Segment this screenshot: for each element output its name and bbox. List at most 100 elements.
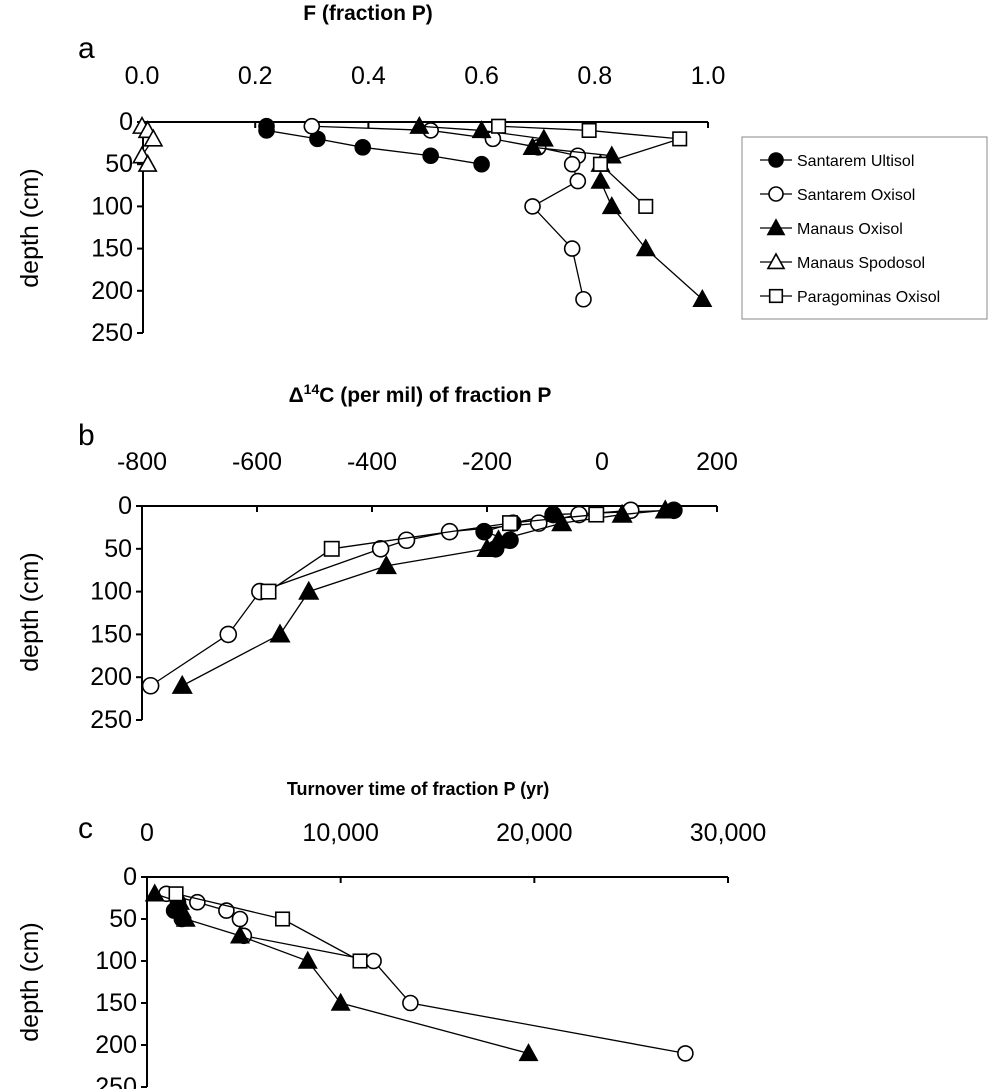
data-point-paragominas-oxisol: [491, 118, 507, 134]
data-point-manaus-oxisol: [330, 992, 351, 1011]
data-point-paragominas-oxisol: [592, 156, 609, 172]
data-point-paragominas-oxisol: [638, 198, 654, 214]
panel-c-axes: 0 10,000 20,000 30,000 0 50 100 150 200 250: [95, 819, 766, 1089]
data-point-manaus-oxisol: [635, 238, 656, 257]
data-point-santarem-oxisol: [397, 531, 416, 550]
y-tick-label: 100: [90, 578, 132, 606]
data-point-santarem-oxisol: [365, 952, 382, 970]
series-line: [154, 893, 529, 1055]
data-point-santarem-oxisol: [524, 198, 541, 215]
panel-a-title: F (fraction P): [303, 2, 433, 25]
data-point-paragominas-oxisol: [581, 122, 597, 138]
x-tick-label: 10,000: [302, 819, 378, 847]
data-point-paragominas-oxisol: [275, 911, 291, 927]
y-tick-label: 150: [90, 620, 132, 648]
legend-label: Manaus Spodosol: [797, 255, 925, 272]
data-point-paragominas-oxisol: [588, 506, 605, 523]
data-point-manaus-oxisol: [375, 555, 397, 575]
y-tick-label: 0: [118, 492, 132, 520]
x-tick-label: 1.0: [691, 62, 726, 90]
x-tick-label: -800: [117, 448, 167, 476]
data-point-manaus-spodosol: [143, 128, 164, 147]
x-tick-label: -200: [462, 448, 512, 476]
data-point-santarem-ultisol: [258, 122, 275, 139]
series-santarem-ultisol: [258, 117, 490, 173]
series-manaus-oxisol: [171, 499, 676, 694]
data-point-manaus-oxisol: [611, 503, 633, 523]
data-point-manaus-oxisol: [229, 925, 250, 944]
data-point-manaus-oxisol: [590, 170, 611, 189]
x-tick-label: 0.8: [577, 62, 612, 90]
data-point-santarem-oxisol: [575, 290, 592, 308]
data-point-santarem-ultisol: [354, 139, 372, 156]
x-tick-label: 0: [140, 819, 154, 847]
x-tick-label: 0.6: [464, 62, 499, 90]
data-point-paragominas-oxisol: [501, 515, 518, 532]
panel-b-ylabel: depth (cm): [16, 552, 44, 671]
panel-b-marks: [141, 499, 683, 695]
y-tick-label: 50: [104, 535, 132, 563]
data-point-paragominas-oxisol: [323, 540, 340, 557]
data-point-manaus-oxisol: [487, 529, 510, 549]
panel-b-axes: -800 -600 -400 -200 0 200 0 50 100 150 200 250: [90, 448, 738, 734]
data-point-paragominas-oxisol: [352, 953, 368, 969]
data-point-santarem-ultisol: [422, 147, 439, 165]
data-point-santarem-oxisol: [219, 625, 238, 644]
panel-a: F (fraction P) a 0.0 0.2 0.4 0.6 0.8 1.0 0 50 10…: [16, 2, 725, 347]
data-point-santarem-oxisol: [402, 994, 419, 1012]
panel-a-ylabel: depth (cm): [16, 168, 44, 287]
panel-c-letter: c: [78, 812, 93, 845]
legend-marker: [768, 152, 784, 168]
data-point-manaus-spodosol: [137, 153, 158, 172]
legend-marker: [768, 186, 784, 202]
data-point-manaus-oxisol: [297, 950, 318, 969]
series-santarem-oxisol: [303, 117, 592, 308]
data-point-paragominas-oxisol: [168, 886, 184, 902]
data-point-manaus-oxisol: [175, 908, 196, 927]
y-tick-label: 250: [91, 319, 133, 347]
series-line: [268, 513, 597, 593]
data-point-manaus-oxisol: [144, 883, 165, 902]
panel-c-title: Turnover time of fraction P (yr): [287, 779, 549, 799]
panel-a-letter: a: [78, 32, 95, 65]
data-point-manaus-oxisol: [471, 120, 492, 139]
data-point-santarem-oxisol: [563, 240, 581, 257]
y-tick-label: 200: [90, 663, 132, 691]
data-point-manaus-oxisol: [533, 128, 554, 147]
data-point-santarem-oxisol: [141, 676, 160, 695]
y-tick-label: 100: [91, 192, 133, 220]
data-point-manaus-oxisol: [551, 512, 573, 532]
legend-item-santarem-ultisol: Santarem Ultisol: [760, 152, 914, 170]
data-point-paragominas-oxisol: [260, 583, 277, 600]
data-point-manaus-oxisol: [171, 674, 193, 694]
data-point-manaus-oxisol: [476, 537, 498, 557]
series-santarem-oxisol: [158, 885, 694, 1062]
data-point-paragominas-oxisol: [672, 131, 688, 147]
data-point-santarem-oxisol: [563, 155, 581, 173]
panel-a-marks: [132, 115, 713, 308]
series-paragominas-oxisol: [260, 506, 605, 600]
x-tick-label: 0: [595, 448, 609, 476]
panel-c-ylabel: depth (cm): [16, 922, 44, 1041]
y-tick-label: 200: [91, 277, 133, 305]
legend-item-manaus-oxisol: Manaus Oxisol: [760, 218, 903, 238]
data-point-manaus-oxisol: [518, 1043, 539, 1062]
legend: Santarem Ultisol Santarem Oxisol Manaus Ox…: [741, 136, 988, 320]
data-point-manaus-oxisol: [269, 623, 291, 643]
legend-marker: [768, 288, 784, 304]
y-tick-label: 150: [91, 235, 133, 263]
y-tick-label: 0: [119, 108, 133, 136]
x-tick-label: 20,000: [496, 819, 572, 847]
x-tick-label: 0.2: [238, 62, 273, 90]
data-point-manaus-oxisol: [654, 499, 676, 519]
data-point-manaus-oxisol: [522, 137, 543, 156]
y-tick-label: 100: [95, 947, 137, 975]
legend-label: Paragominas Oxisol: [797, 289, 940, 306]
data-point-santarem-oxisol: [569, 172, 587, 190]
y-tick-label: 0: [123, 863, 137, 891]
data-point-manaus-oxisol: [601, 196, 622, 215]
series-manaus-oxisol: [144, 883, 539, 1062]
legend-label: Manaus Oxisol: [797, 221, 903, 238]
y-tick-label: 50: [109, 905, 137, 933]
